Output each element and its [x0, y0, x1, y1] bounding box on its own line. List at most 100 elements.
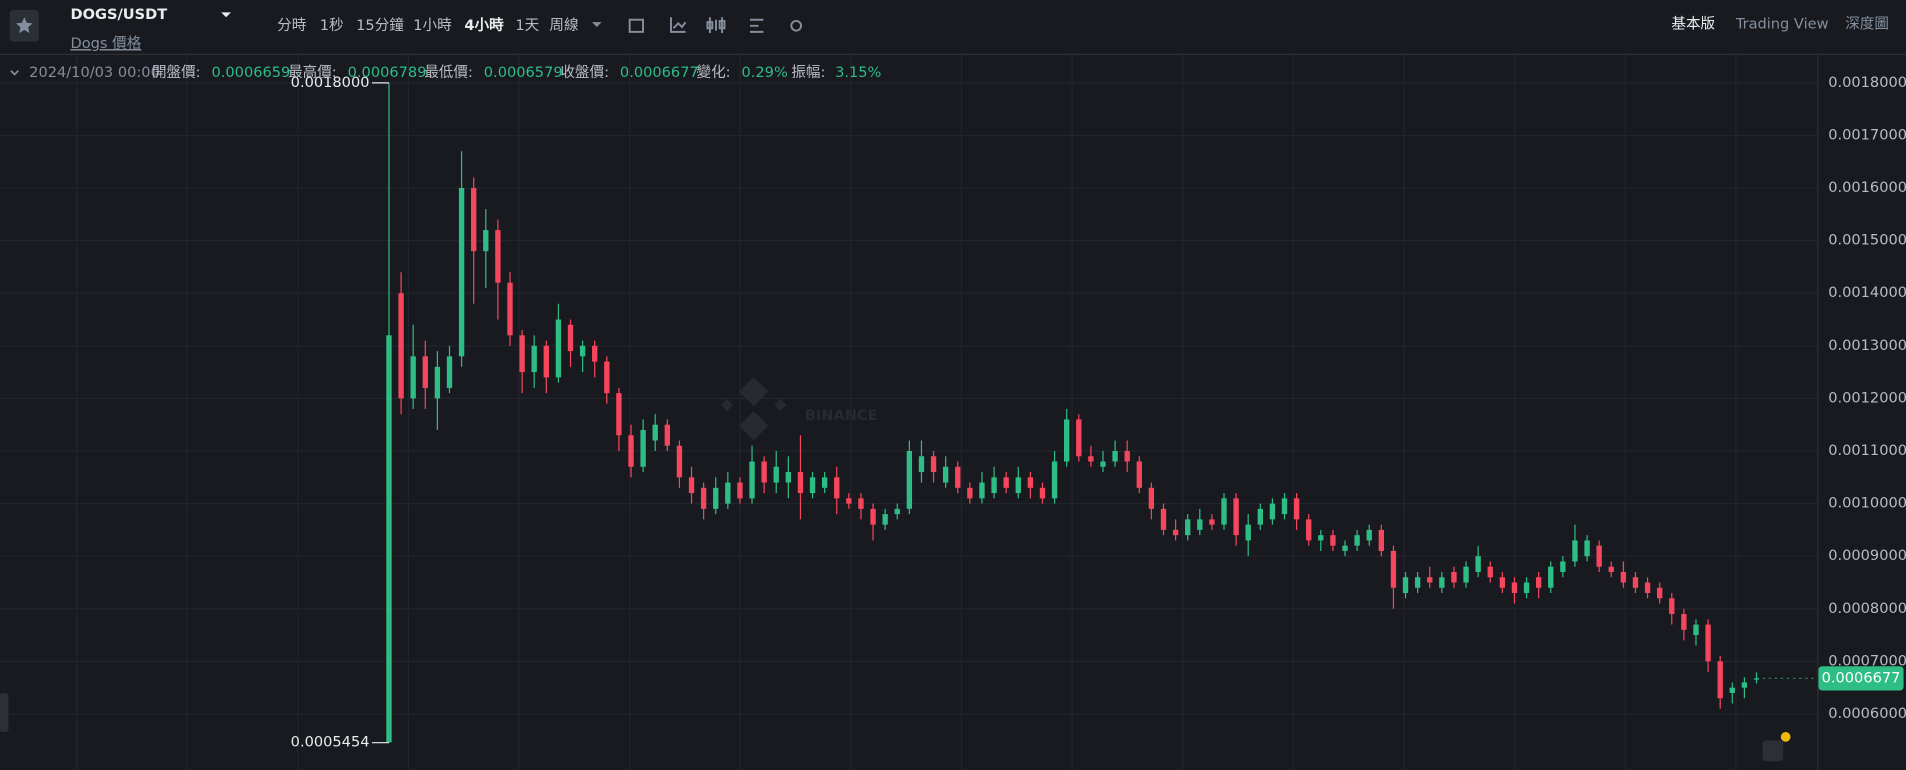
y-tick-label: 0.0014000	[1828, 284, 1906, 301]
y-tick-label: 0.0007000	[1828, 652, 1906, 669]
view-tab[interactable]: 深度圖	[1845, 16, 1889, 33]
y-tick-label: 0.0013000	[1828, 337, 1906, 354]
candle-body	[1717, 661, 1723, 699]
candle-body	[1572, 540, 1578, 562]
candle-body	[870, 508, 876, 525]
interval-tab[interactable]: 15分鐘	[356, 17, 404, 34]
candle-body	[1499, 577, 1506, 588]
info-label: 收盤價:	[560, 64, 609, 81]
candle-body	[1620, 571, 1627, 583]
interval-tab[interactable]: 1天	[515, 17, 539, 34]
candle-body	[1100, 461, 1106, 467]
candle-body	[918, 456, 925, 473]
interval-tab[interactable]: 周線	[549, 17, 579, 34]
interval-tab[interactable]: 1秒	[320, 17, 344, 34]
side-tab[interactable]	[0, 693, 9, 733]
info-value: 0.0006789	[348, 64, 427, 81]
chart-type-icon[interactable]	[706, 17, 726, 34]
last-price-tag	[1818, 666, 1904, 691]
candle-body	[1644, 582, 1651, 594]
y-tick-label: 0.0018000	[1828, 74, 1906, 91]
collapse-caret[interactable]	[10, 70, 19, 76]
view-tab[interactable]: Trading View	[1735, 16, 1829, 33]
candle-body	[1197, 519, 1203, 530]
view-tab[interactable]: 基本版	[1671, 16, 1715, 33]
info-label: 變化:	[697, 64, 731, 81]
candle-body	[1136, 461, 1142, 488]
interval-tab[interactable]: 4小時	[464, 16, 504, 34]
y-tick-label: 0.0009000	[1828, 547, 1906, 564]
candle-body	[1051, 461, 1058, 499]
indicator-icon[interactable]	[670, 17, 687, 33]
candle-body	[1402, 577, 1409, 594]
candle-body	[628, 435, 634, 467]
candle-body	[386, 335, 392, 743]
candle-body	[1269, 503, 1276, 520]
candle-body	[942, 466, 949, 483]
candle-body	[1112, 451, 1118, 462]
candle-body	[955, 466, 961, 488]
info-value: 3.15%	[835, 64, 881, 81]
candle-body	[1209, 519, 1215, 525]
candle-body	[1669, 598, 1675, 615]
candle-body	[1124, 451, 1130, 462]
y-tick-label: 0.0016000	[1828, 179, 1906, 196]
candle-body	[410, 356, 416, 399]
interval-caret[interactable]	[591, 22, 602, 28]
info-label: 最低價:	[424, 64, 473, 81]
candle-body	[1681, 614, 1687, 630]
candle-body	[1221, 498, 1227, 525]
candle-body	[1693, 624, 1699, 636]
candle-body	[688, 477, 695, 494]
info-label: 最高價:	[288, 64, 337, 81]
candle-body	[700, 487, 707, 509]
candle-body	[858, 498, 864, 509]
candle-body	[821, 477, 828, 488]
candle-body	[1487, 566, 1493, 578]
settings-icon[interactable]	[790, 19, 803, 32]
notes-button[interactable]	[1762, 740, 1784, 762]
y-tick-label: 0.0017000	[1828, 126, 1906, 143]
candle-body	[1632, 577, 1639, 588]
min-marker-label: 0.0005454	[291, 734, 370, 751]
candle-body	[1172, 529, 1179, 536]
candle-body	[834, 477, 840, 499]
candle-body	[1451, 571, 1457, 583]
y-tick-label: 0.0008000	[1828, 600, 1906, 617]
watermark-logo	[720, 377, 787, 441]
candle-body	[1427, 577, 1433, 583]
info-label: 開盤價:	[152, 64, 201, 81]
candle-body	[422, 356, 428, 388]
candle-body	[713, 487, 719, 509]
interval-tab[interactable]: 分時	[277, 17, 307, 34]
candle-body	[1584, 540, 1590, 557]
calendar-icon[interactable]	[628, 18, 645, 33]
candle-body	[676, 445, 683, 478]
candle-body	[761, 461, 767, 483]
info-value: 0.0006677	[620, 64, 699, 81]
candle-body	[1378, 529, 1385, 551]
layout-icon[interactable]	[750, 18, 764, 33]
candle-body	[1318, 535, 1324, 541]
candle-body	[846, 498, 852, 504]
candle-body	[882, 514, 888, 525]
candle-body	[483, 230, 489, 252]
subtitle[interactable]: Dogs 價格	[71, 35, 142, 52]
candle-body	[1354, 535, 1360, 546]
candle-body	[1439, 577, 1445, 588]
symbol-caret[interactable]	[221, 12, 231, 18]
info-date: 2024/10/03 00:00	[29, 64, 160, 81]
candle-body	[1560, 561, 1566, 572]
candle-body	[652, 424, 658, 441]
candle-body	[1656, 587, 1663, 599]
symbol[interactable]: DOGS/USDT	[71, 6, 168, 23]
candle-body	[1160, 508, 1167, 530]
candle-body	[1257, 508, 1263, 525]
candle-body	[930, 456, 937, 473]
candle-body	[446, 356, 453, 388]
interval-tab[interactable]: 1小時	[413, 17, 452, 34]
